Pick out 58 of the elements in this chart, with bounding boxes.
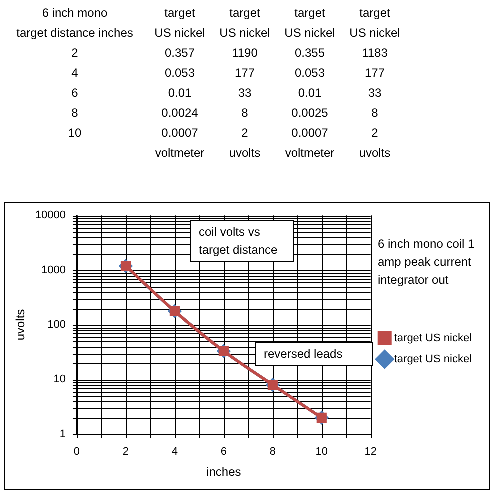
y-tick-label: 10000 [35, 210, 66, 222]
text: 177 [234, 66, 256, 80]
text: 0.355 [294, 46, 326, 60]
text: 2 [240, 126, 250, 140]
text-box: reversed leads [255, 342, 373, 366]
text: target distance inches [16, 26, 134, 40]
text: 0.01 [167, 86, 193, 100]
y-tick-label: 1 [60, 428, 66, 440]
text: 10 [67, 126, 83, 140]
x-tick-label: 12 [364, 446, 377, 458]
text: 6 inch mono [41, 6, 109, 20]
text: US nickel [284, 26, 336, 40]
text-box: coil volts vs target distance [190, 220, 294, 262]
text: 0.053 [294, 66, 326, 80]
text: US nickel [218, 26, 272, 40]
text: voltmeter [284, 146, 336, 160]
text: 8 [370, 106, 380, 120]
text: 177 [364, 66, 386, 80]
x-tick-label: 6 [220, 446, 227, 458]
text: 0.01 [297, 86, 323, 100]
text: 2 [370, 126, 380, 140]
text: 0.357 [164, 46, 196, 60]
x-tick-label: 10 [316, 446, 328, 458]
legend-label: target US nickel [394, 354, 472, 366]
text: US nickel [154, 26, 206, 40]
text: 2 [70, 46, 80, 60]
text: 33 [367, 86, 383, 100]
legend-label: target US nickel [394, 332, 472, 345]
y-tick-label: 1000 [42, 264, 66, 276]
text: 0.0024 [160, 106, 200, 120]
text: target [358, 6, 392, 20]
x-tick-label: 2 [122, 446, 130, 458]
text: uvolts [228, 146, 262, 160]
text: target [294, 6, 326, 20]
y-axis-title: uvolts [14, 309, 28, 341]
text: 6 inch mono coil 1 amp peak current integrator out [378, 236, 476, 289]
text: 8 [240, 106, 250, 120]
text: uvolts [358, 146, 392, 160]
text: 1183 [361, 46, 389, 60]
text: 1190 [231, 46, 259, 60]
text: target [228, 6, 262, 20]
y-tick-label: 100 [48, 319, 66, 332]
y-tick-label: 10 [54, 374, 66, 386]
text: 6 [70, 86, 80, 100]
x-axis-title: inches [206, 465, 242, 480]
x-tick-label: 0 [74, 446, 80, 458]
text: 0.0007 [160, 126, 200, 140]
x-tick-label: 4 [172, 446, 178, 458]
text: 33 [237, 86, 253, 100]
x-tick-label: 8 [270, 446, 276, 458]
text: 8 [70, 106, 80, 120]
text: 0.053 [164, 66, 196, 80]
text: 0.0007 [290, 126, 330, 140]
text: 0.0025 [290, 106, 330, 120]
text: voltmeter [154, 146, 206, 160]
text: US nickel [348, 26, 402, 40]
text: 4 [70, 66, 80, 80]
text: target [164, 6, 196, 20]
